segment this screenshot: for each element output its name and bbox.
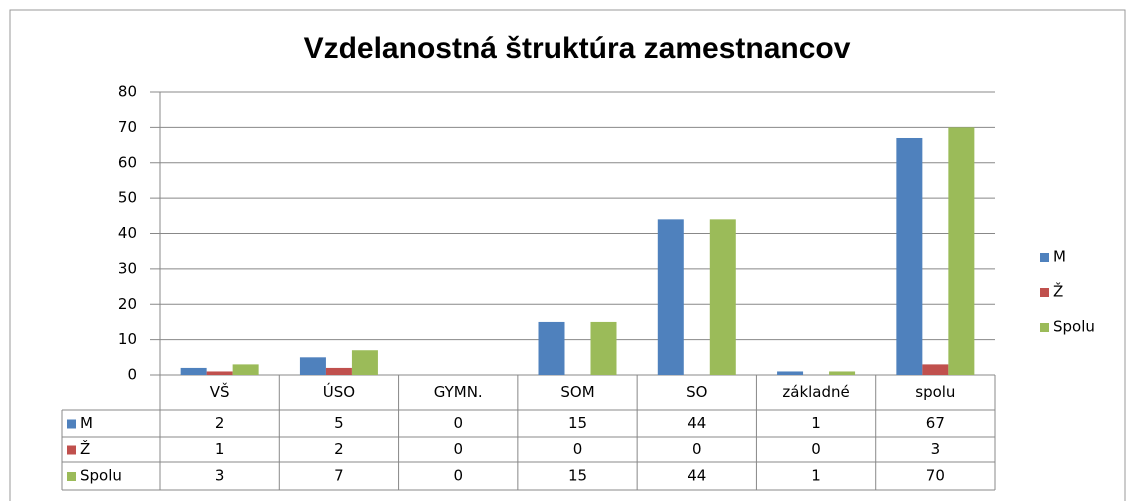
x-tick-label: spolu	[915, 383, 955, 401]
legend-label: Ž	[1053, 282, 1063, 301]
bar	[325, 367, 352, 375]
table-cell: 7	[334, 467, 344, 485]
chart-title: Vzdelanostná štruktúra zamestnancov	[304, 32, 851, 65]
table-cell: 1	[811, 467, 821, 485]
table-cell: 1	[811, 414, 821, 432]
x-tick-label: SO	[686, 383, 707, 401]
legend-key	[1040, 288, 1049, 297]
bar	[829, 371, 856, 375]
table-cell: 3	[931, 440, 941, 458]
bar	[590, 321, 617, 375]
x-tick-label: základné	[782, 383, 849, 401]
x-tick-label: ÚSO	[323, 382, 355, 401]
y-tick-label: 20	[118, 295, 137, 313]
x-tick-label: VŠ	[210, 382, 230, 401]
x-tick-label: SOM	[560, 383, 594, 401]
bar	[948, 127, 975, 375]
table-row-label: Spolu	[80, 467, 122, 485]
table-cell: 0	[453, 414, 463, 432]
y-tick-label: 0	[127, 366, 137, 384]
y-tick-label: 70	[118, 118, 137, 136]
bar	[299, 357, 326, 375]
bar	[709, 219, 736, 375]
table-cell: 0	[811, 440, 821, 458]
y-tick-label: 80	[118, 83, 137, 101]
bar	[180, 367, 207, 375]
bar	[777, 371, 804, 375]
table-cell: 15	[568, 467, 587, 485]
legend-key	[1040, 253, 1049, 262]
y-tick-label: 30	[118, 259, 137, 277]
bar	[922, 364, 949, 375]
legend-label: Spolu	[1053, 318, 1095, 336]
table-cell: 0	[573, 440, 583, 458]
bar	[538, 321, 565, 375]
table-cell: 2	[215, 414, 225, 432]
table-cell: 0	[692, 440, 702, 458]
table-cell: 15	[568, 414, 587, 432]
x-tick-label: GYMN.	[434, 383, 483, 401]
bar	[896, 137, 923, 375]
bar	[351, 350, 378, 375]
bar	[232, 364, 259, 375]
legend-key	[1040, 323, 1049, 332]
table-cell: 3	[215, 467, 225, 485]
table-cell: 1	[215, 440, 225, 458]
table-legend-key	[67, 445, 76, 455]
y-tick-label: 10	[118, 330, 137, 348]
table-cell: 70	[926, 467, 945, 485]
table-row-label: M	[80, 414, 93, 432]
table-cell: 67	[926, 414, 945, 432]
table-cell: 5	[334, 414, 344, 432]
table-cell: 44	[687, 414, 706, 432]
bar	[206, 371, 233, 375]
table-row-label: Ž	[80, 439, 90, 458]
table-cell: 0	[453, 467, 463, 485]
table-legend-key	[67, 419, 76, 429]
table-cell: 44	[687, 467, 706, 485]
y-tick-label: 50	[118, 189, 137, 207]
bar	[657, 219, 684, 375]
table-cell: 0	[453, 440, 463, 458]
y-tick-label: 60	[118, 153, 137, 171]
table-cell: 2	[334, 440, 344, 458]
legend-label: M	[1053, 248, 1066, 266]
y-tick-label: 40	[118, 224, 137, 242]
table-legend-key	[67, 472, 76, 481]
